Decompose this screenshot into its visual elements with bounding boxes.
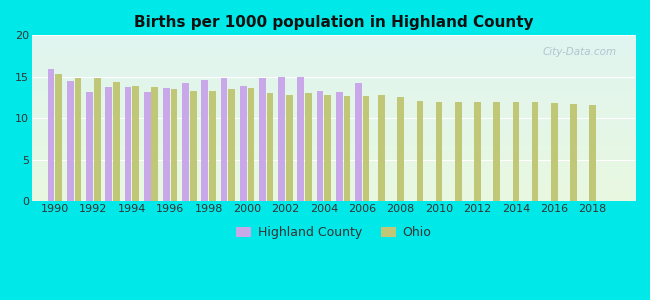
Bar [240,86,246,201]
Bar [474,102,481,201]
Bar [344,96,350,201]
Bar [75,78,81,201]
Bar [209,91,216,201]
Bar [47,69,55,201]
Bar [125,87,131,201]
Bar [94,78,101,201]
Bar [378,95,385,201]
Bar [336,92,343,201]
Bar [259,78,266,201]
Bar [248,88,254,201]
Bar [113,82,120,201]
Bar [86,92,93,201]
Bar [202,80,208,201]
Bar [220,78,228,201]
Bar [513,102,519,201]
Bar [286,95,292,201]
Bar [228,89,235,201]
Bar [171,89,177,201]
Bar [182,82,189,201]
Bar [493,102,500,201]
Bar [105,87,112,201]
Bar [55,74,62,201]
Bar [532,102,538,201]
Title: Births per 1000 population in Highland County: Births per 1000 population in Highland C… [134,15,533,30]
Bar [151,87,158,201]
Bar [570,104,577,201]
Bar [144,92,151,201]
Bar [305,93,312,201]
Bar [397,98,404,201]
Bar [590,105,596,201]
Bar [67,81,73,201]
Bar [355,82,362,201]
Bar [317,91,323,201]
Bar [551,103,558,201]
Bar [132,86,139,201]
Text: City-Data.com: City-Data.com [543,47,617,57]
Bar [163,88,170,201]
Bar [455,102,461,201]
Bar [436,102,443,201]
Bar [363,96,369,201]
Bar [190,91,196,201]
Bar [417,101,423,201]
Bar [324,95,331,201]
Legend: Highland County, Ohio: Highland County, Ohio [231,221,436,244]
Bar [266,93,274,201]
Bar [278,77,285,201]
Bar [298,77,304,201]
